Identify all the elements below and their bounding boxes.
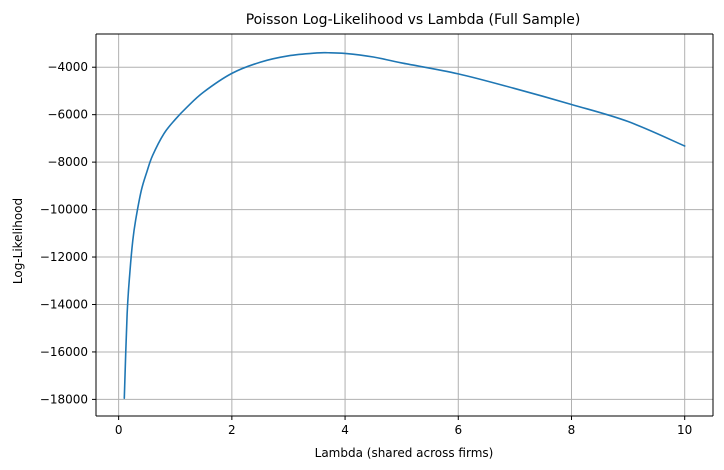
x-tick-label: 4 [341,423,349,437]
y-tick-label: −8000 [47,155,88,169]
tick-layer: 0 2 4 6 8 10 −18000 −16000 −14000 −12000 −10000 −80… [40,60,693,437]
x-tick-label: 10 [677,423,692,437]
x-tick-label: 6 [454,423,462,437]
chart-title: Poisson Log-Likelihood vs Lambda (Full S… [246,12,581,28]
x-tick-label: 8 [568,423,576,437]
y-axis-label: Log-Likelihood [11,198,25,284]
grid-layer [96,34,713,416]
x-tick-label: 0 [115,423,123,437]
y-tick-label: −16000 [40,345,88,359]
y-tick-label: −12000 [40,250,88,264]
y-tick-label: −6000 [47,108,88,122]
y-tick-label: −10000 [40,203,88,217]
axes-layer [95,33,714,417]
x-axis-label: Lambda (shared across firms) [315,446,494,460]
y-tick-label: −4000 [47,60,88,74]
series-layer [123,51,686,399]
y-tick-label: −18000 [40,392,88,406]
x-tick-label: 2 [228,423,236,437]
y-tick-label: −14000 [40,297,88,311]
series-line-log_likelihood [123,51,686,399]
